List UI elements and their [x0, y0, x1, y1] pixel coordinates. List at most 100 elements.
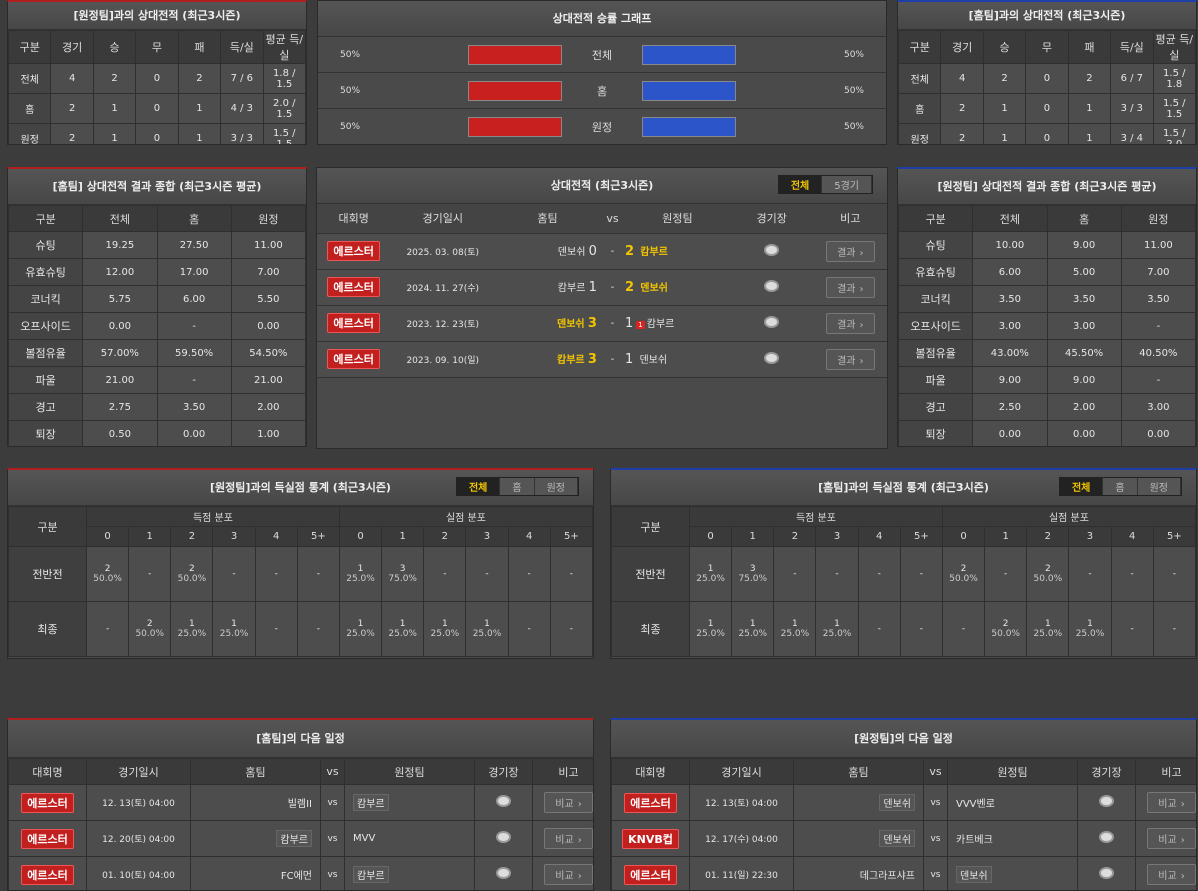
league-badge[interactable]: 에르스터 [624, 864, 677, 885]
column-header: 득/실 [1110, 30, 1154, 64]
home-team: 빌렘II [287, 799, 312, 810]
row-label: 오프사이드 [898, 312, 974, 340]
stadium-icon[interactable] [496, 795, 511, 807]
goal-count-header: 0 [85, 526, 130, 547]
cell: 9.00 [1046, 231, 1122, 259]
compare-button[interactable]: 비교 › [544, 864, 593, 885]
league-badge[interactable]: 에르스터 [327, 313, 380, 333]
stadium-icon[interactable] [1099, 867, 1114, 879]
compare-button[interactable]: 비교 › [1147, 864, 1196, 885]
chevron-right-icon: › [859, 283, 864, 295]
dist-count: - [1130, 624, 1134, 634]
panel-title: [원정팀] 상대전적 결과 종합 (최근3시즌 평균) [898, 169, 1196, 205]
tab-1[interactable]: 5경기 [822, 176, 872, 193]
stadium-icon[interactable] [764, 315, 780, 328]
note-cell: 비교 › [532, 784, 593, 821]
dist-cell: - [1110, 601, 1154, 657]
tab-0[interactable]: 전체 [778, 176, 823, 193]
column-header: 비고 [813, 204, 887, 234]
dist-count: 2 [104, 564, 111, 574]
score-dist-header: 득점 분포 [86, 506, 340, 527]
dist-cell: - [549, 601, 593, 657]
compare-button[interactable]: 비교 › [1147, 792, 1196, 813]
cell: 1.5 / 1.8 [1152, 63, 1196, 94]
league-badge[interactable]: 에르스터 [21, 864, 74, 885]
stadium-icon[interactable] [496, 831, 511, 843]
match-date: 01. 11(일) 22:30 [689, 856, 794, 890]
cell: 11.00 [1120, 231, 1196, 259]
stadium-icon[interactable] [1099, 831, 1114, 843]
stadium-cell [474, 856, 533, 890]
compare-button-label: 비교 [1158, 835, 1177, 846]
table-row: 에르스터 12. 13(토) 04:00 빌렘II vs 캄부르 비교 › [8, 784, 593, 821]
result-button[interactable]: 결과 › [826, 276, 875, 298]
cell: 2 [50, 93, 94, 124]
goal-count-header: 0 [941, 526, 986, 547]
dist-count: 1 [357, 564, 364, 574]
away-score: 1 [625, 352, 637, 367]
league-badge[interactable]: KNVB컵 [622, 828, 679, 849]
stadium-icon[interactable] [764, 243, 780, 256]
away-cell: VVV벤로 [947, 784, 1078, 821]
stadium-icon[interactable] [1099, 795, 1114, 807]
row-label: 홈 [898, 93, 942, 124]
dist-count: - [1088, 569, 1092, 579]
dist-count: - [919, 569, 923, 579]
cell: 2.00 [1046, 393, 1122, 421]
league-badge[interactable]: 에르스터 [21, 792, 74, 813]
dist-count: - [274, 569, 278, 579]
tab-2[interactable]: 원정 [1137, 478, 1181, 495]
compare-button[interactable]: 비교 › [544, 828, 593, 849]
cell: 3 / 4 [1110, 123, 1154, 144]
table-row: 볼점유율 43.00% 45.50% 40.50% [898, 339, 1196, 367]
goal-count-header: 1 [731, 526, 775, 547]
header-row: 구분 경기 승 무 패 득/실 평균 득/실 [8, 30, 306, 64]
compare-button[interactable]: 비교 › [1147, 828, 1196, 849]
column-header: vs [320, 758, 345, 785]
column-header: 패 [1067, 30, 1112, 64]
dist-cell: - [984, 546, 1028, 602]
goal-count-header: 4 [857, 526, 901, 547]
league-badge[interactable]: 에르스터 [624, 792, 677, 813]
cell: 3.50 [156, 393, 232, 421]
row-label: 코너킥 [8, 285, 84, 313]
stadium-cell [729, 341, 814, 378]
header-row: 구분 경기 승 무 패 득/실 평균 득/실 [898, 30, 1196, 64]
stadium-icon[interactable] [764, 279, 780, 292]
row-label: 오프사이드 [8, 312, 84, 340]
league-badge[interactable]: 에르스터 [21, 828, 74, 849]
stadium-icon[interactable] [496, 867, 511, 879]
dist-cell: - [1110, 546, 1154, 602]
result-button[interactable]: 결과 › [826, 312, 875, 334]
goal-count-header: 2 [170, 526, 214, 547]
tab-0[interactable]: 전체 [456, 478, 501, 495]
chevron-right-icon: › [577, 799, 582, 810]
column-header: 무 [1025, 30, 1069, 64]
tab-2[interactable]: 원정 [534, 478, 578, 495]
column-header: 홈팀 [793, 758, 924, 785]
row-label: 유효슈팅 [8, 258, 84, 286]
row-label: 슈팅 [898, 231, 974, 259]
away-cell: 2 캄부르 [625, 233, 730, 270]
header-row: 0 1 2 3 4 5+ 0 1 2 3 4 5+ [9, 526, 593, 547]
dist-count: - [148, 569, 152, 579]
goal-count-header: 0 [688, 526, 733, 547]
column-header: 전체 [82, 205, 158, 232]
dist-percent: 25.0% [738, 629, 768, 639]
result-button[interactable]: 결과 › [826, 240, 875, 262]
result-button[interactable]: 결과 › [826, 348, 875, 370]
stadium-icon[interactable] [764, 351, 780, 364]
league-badge[interactable]: 에르스터 [327, 349, 380, 369]
league-badge[interactable]: 에르스터 [327, 241, 380, 261]
dist-cell: - [85, 601, 130, 657]
row-label: 전체 [898, 63, 942, 94]
group-header: 구분 [8, 506, 87, 547]
home-pct: 50% [340, 85, 361, 96]
compare-button[interactable]: 비교 › [544, 792, 593, 813]
league-badge[interactable]: 에르스터 [327, 277, 380, 297]
score-separator: - [599, 305, 626, 342]
tab-1[interactable]: 홈 [1103, 478, 1138, 495]
tab-0[interactable]: 전체 [1059, 478, 1104, 495]
tab-1[interactable]: 홈 [500, 478, 535, 495]
